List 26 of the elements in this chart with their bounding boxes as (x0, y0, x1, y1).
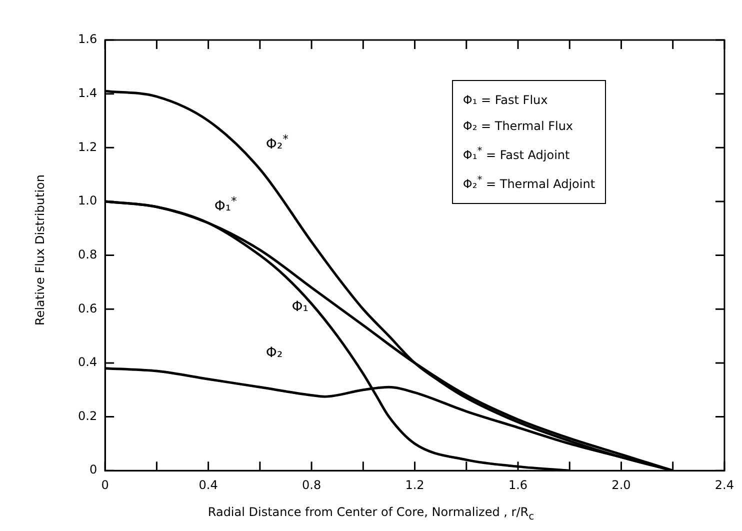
y-tick-label: 1.0 (78, 194, 98, 208)
x-tick-label: 0 (101, 478, 109, 492)
annotation: Φ₂ = Thermal Flux (462, 118, 574, 135)
y-tick-label: 0.2 (78, 408, 98, 423)
x-tick-label: 1.6 (508, 478, 528, 492)
x-axis-title: Radial Distance from Center of Core, Normalized , r/R$_{c}$ (206, 505, 536, 522)
x-tick-label: 2.0 (612, 478, 631, 492)
y-tick-label: 0.6 (78, 301, 98, 316)
y-tick-label: 1.6 (78, 32, 98, 46)
y-tick-label: 1.2 (78, 140, 98, 154)
y-tick-label: 1.4 (78, 86, 98, 100)
y-tick-label: 0.8 (78, 247, 98, 262)
series-label: Φ₁ (292, 299, 308, 316)
annotation: Φ₂$^{*}$ = Thermal Adjoint (462, 174, 596, 193)
annotation: Φ₁$^{*}$ = Fast Adjoint (462, 145, 571, 164)
x-tick-label: 2.4 (714, 478, 734, 492)
series-label: Φ₂ (266, 344, 283, 361)
series-label: Φ₂$^{*}$ (266, 132, 288, 153)
y-tick-label: 0 (89, 462, 98, 477)
x-tick-label: 0.4 (198, 478, 218, 492)
x-tick-label: 1.2 (405, 478, 424, 492)
y-tick-label: 0.4 (78, 355, 98, 370)
x-tick-label: 0.8 (302, 478, 322, 492)
series-label: Φ₁$^{*}$ (214, 194, 237, 215)
annotation: Φ₁ = Fast Flux (462, 92, 549, 109)
y-axis-title: Relative Flux Distribution (33, 174, 47, 326)
